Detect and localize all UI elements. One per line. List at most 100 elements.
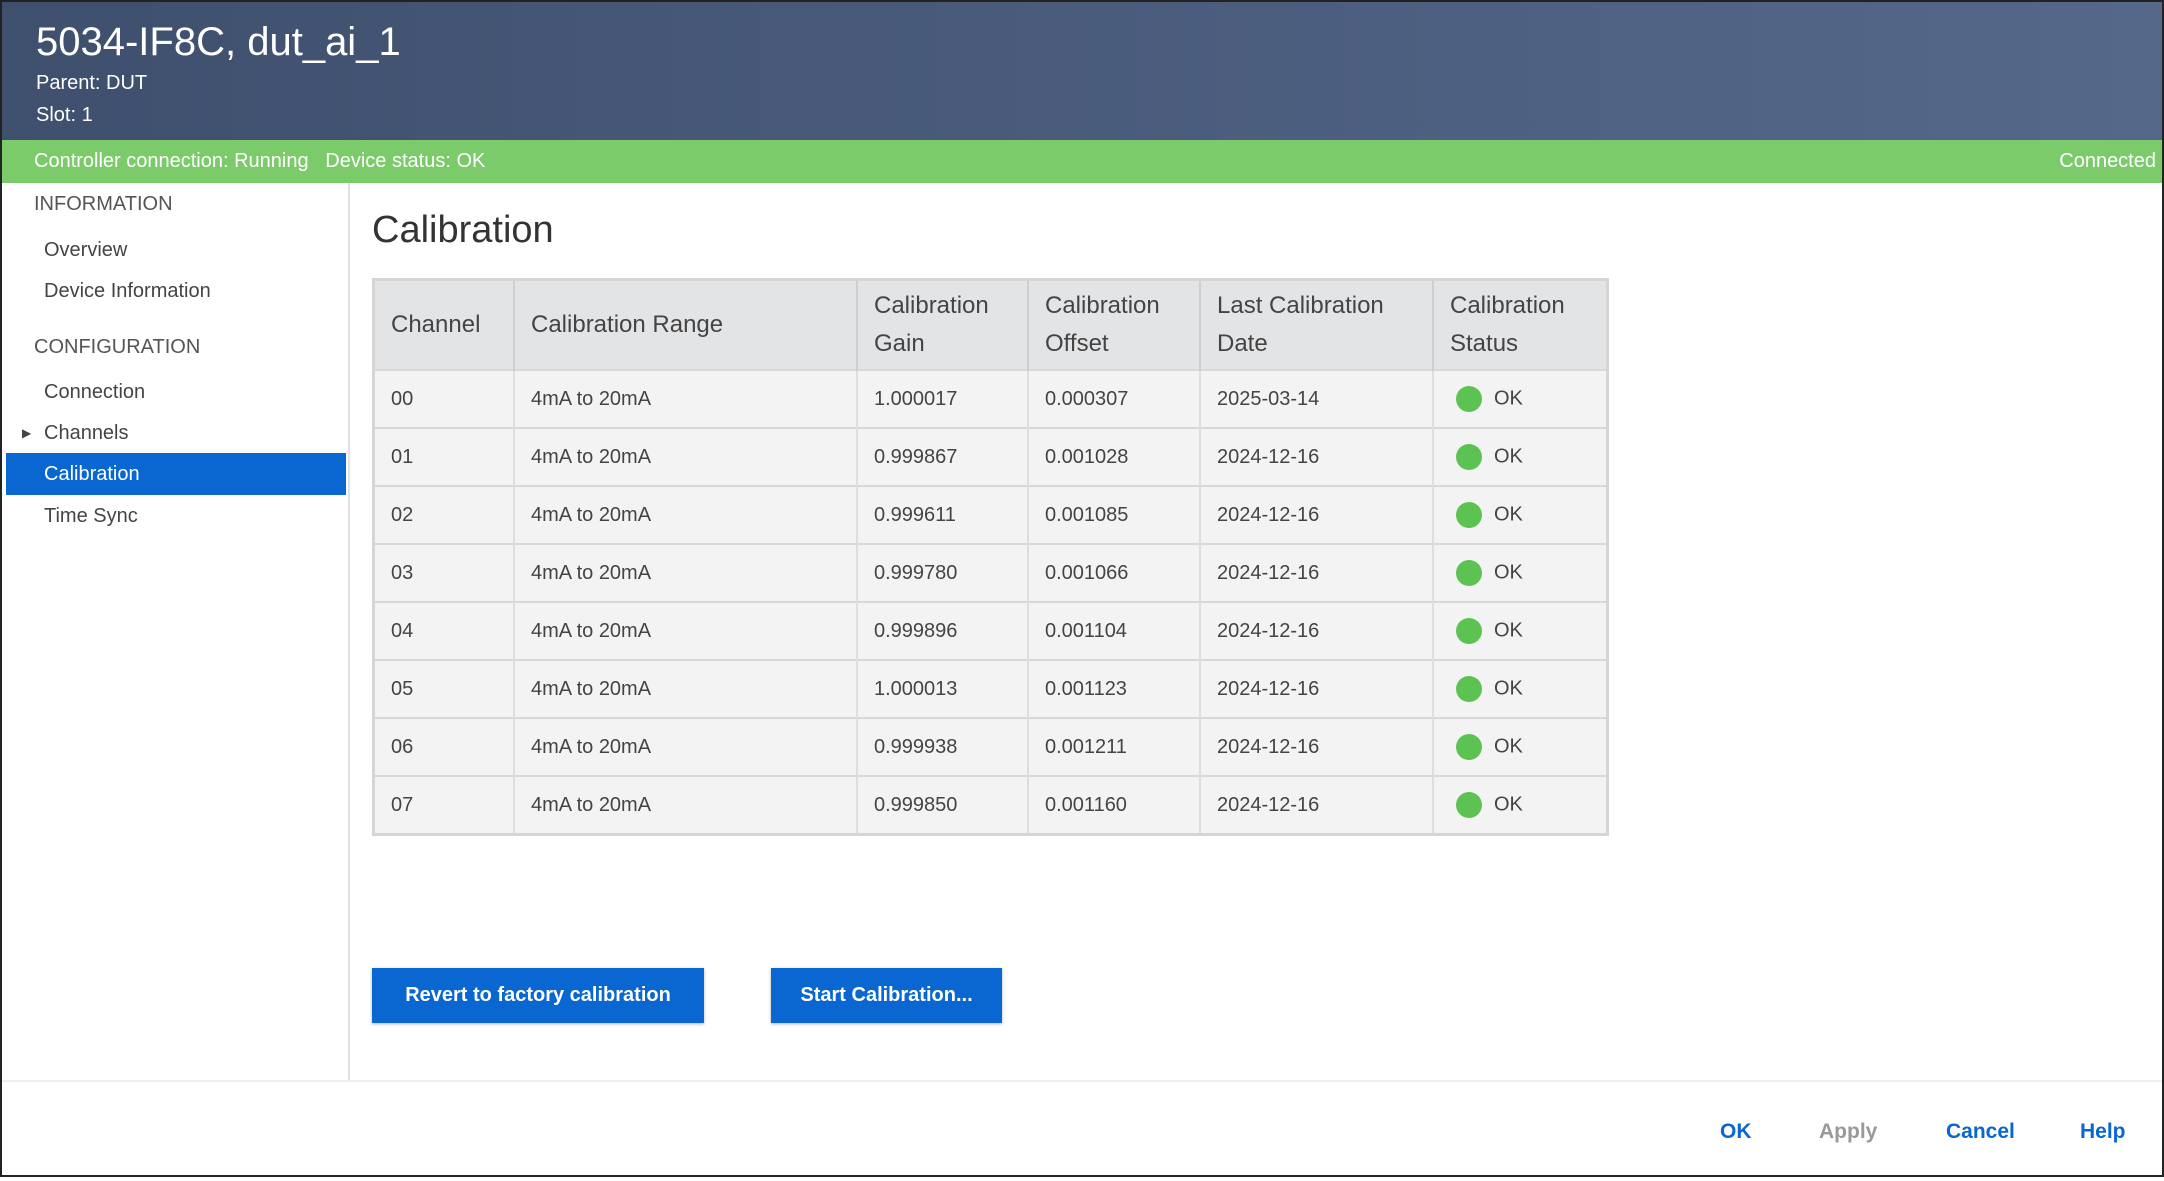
table-cell: OK [1433, 485, 1609, 544]
status-ok-icon [1456, 676, 1482, 702]
table-cell: 02 [373, 485, 515, 544]
connected-status: Connected [2059, 150, 2156, 172]
table-cell: 2024-12-16 [1200, 601, 1434, 660]
table-cell: 03 [373, 543, 515, 602]
sidebar-item-time-sync[interactable]: Time Sync [44, 505, 138, 527]
device-title: 5034-IF8C, dut_ai_1 [36, 20, 401, 64]
column-header: Channel [373, 279, 515, 370]
status-ok-icon [1456, 386, 1482, 412]
table-cell: 05 [373, 659, 515, 718]
table-row[interactable]: 02 4mA to 20mA 0.999611 0.001085 2024-12-16 O… [373, 485, 1609, 544]
revert-factory-calibration-button[interactable]: Revert to factory calibration [372, 968, 704, 1023]
connection-status: Controller connection: Running Device st… [34, 150, 486, 172]
table-cell: 0.001160 [1028, 775, 1201, 835]
table-cell: 4mA to 20mA [514, 369, 858, 428]
status-ok-icon [1456, 734, 1482, 760]
column-header: Last Calibration Date [1200, 279, 1434, 370]
table-cell: 0.999867 [857, 427, 1029, 486]
triangle-right-icon[interactable]: ▶ [22, 426, 32, 440]
status-text: OK [1494, 793, 1523, 816]
table-cell: OK [1433, 659, 1609, 718]
status-ok-icon [1456, 502, 1482, 528]
footer: OK Apply Cancel Help [2, 1080, 2162, 1181]
table-row[interactable]: 03 4mA to 20mA 0.999780 0.001066 2024-12-16 O… [373, 543, 1609, 602]
table-cell: 4mA to 20mA [514, 659, 858, 718]
section-information: INFORMATION [34, 193, 173, 215]
table-row[interactable]: 00 4mA to 20mA 1.000017 0.000307 2025-03-14 O… [373, 369, 1609, 428]
table-cell: 0.999850 [857, 775, 1029, 835]
calibration-table: Channel Calibration Range Calibration Gain… [372, 278, 1609, 836]
status-text: OK [1494, 561, 1523, 584]
table-cell: 0.001104 [1028, 601, 1201, 660]
table-cell: 2024-12-16 [1200, 775, 1434, 835]
table-cell: 2025-03-14 [1200, 369, 1434, 428]
cancel-button[interactable]: Cancel [1946, 1120, 2015, 1143]
column-header: Calibration Status [1433, 279, 1609, 370]
table-cell: OK [1433, 717, 1609, 776]
table-cell: 0.999611 [857, 485, 1029, 544]
table-row[interactable]: 04 4mA to 20mA 0.999896 0.001104 2024-12-16 O… [373, 601, 1609, 660]
status-text: OK [1494, 503, 1523, 526]
sidebar-item-label: Channels [44, 422, 129, 444]
table-cell: 2024-12-16 [1200, 485, 1434, 544]
table-cell: 4mA to 20mA [514, 485, 858, 544]
table-cell: 0.999938 [857, 717, 1029, 776]
help-button[interactable]: Help [2080, 1120, 2126, 1143]
table-cell: 2024-12-16 [1200, 659, 1434, 718]
table-cell: 1.000013 [857, 659, 1029, 718]
status-ok-icon [1456, 618, 1482, 644]
status-ok-icon [1456, 560, 1482, 586]
table-cell: OK [1433, 369, 1609, 428]
table-row[interactable]: 05 4mA to 20mA 1.000013 0.001123 2024-12-16 O… [373, 659, 1609, 718]
table-row[interactable]: 06 4mA to 20mA 0.999938 0.001211 2024-12-16 O… [373, 717, 1609, 776]
header: 5034-IF8C, dut_ai_1 Parent: DUT Slot: 1 [2, 2, 2162, 140]
page-title: Calibration [372, 209, 554, 251]
table-cell: 1.000017 [857, 369, 1029, 428]
table-cell: 2024-12-16 [1200, 543, 1434, 602]
table-cell: 4mA to 20mA [514, 775, 858, 835]
column-header: Calibration Gain [857, 279, 1029, 370]
table-cell: 01 [373, 427, 515, 486]
table-cell: 0.000307 [1028, 369, 1201, 428]
status-text: OK [1494, 445, 1523, 468]
status-text: OK [1494, 735, 1523, 758]
table-cell: OK [1433, 601, 1609, 660]
table-cell: 07 [373, 775, 515, 835]
table-cell: 0.001211 [1028, 717, 1201, 776]
parent-label: Parent: DUT [36, 72, 148, 94]
apply-button[interactable]: Apply [1819, 1120, 1878, 1143]
status-ok-icon [1456, 444, 1482, 470]
column-header: Calibration Range [514, 279, 858, 370]
sidebar-item-calibration[interactable]: Calibration [6, 453, 346, 495]
status-text: OK [1494, 387, 1523, 410]
section-configuration: CONFIGURATION [34, 336, 201, 358]
table-cell: 0.999896 [857, 601, 1029, 660]
ok-button[interactable]: OK [1720, 1120, 1752, 1143]
main-panel: Calibration Channel Calibration Range Cali… [350, 183, 2162, 1080]
table-row[interactable]: 07 4mA to 20mA 0.999850 0.001160 2024-12-16 O… [373, 775, 1609, 835]
table-cell: 2024-12-16 [1200, 427, 1434, 486]
table-cell: 0.001123 [1028, 659, 1201, 718]
table-cell: OK [1433, 775, 1609, 835]
table-cell: 04 [373, 601, 515, 660]
status-text: OK [1494, 619, 1523, 642]
table-cell: 2024-12-16 [1200, 717, 1434, 776]
table-cell: 0.001085 [1028, 485, 1201, 544]
sidebar-item-device-information[interactable]: Device Information [44, 280, 211, 302]
slot-label: Slot: 1 [36, 104, 93, 126]
table-cell: 00 [373, 369, 515, 428]
table-cell: 4mA to 20mA [514, 601, 858, 660]
status-text: OK [1494, 677, 1523, 700]
sidebar-item-connection[interactable]: Connection [44, 381, 146, 403]
table-cell: 4mA to 20mA [514, 427, 858, 486]
table-cell: 4mA to 20mA [514, 717, 858, 776]
table-cell: OK [1433, 543, 1609, 602]
start-calibration-button[interactable]: Start Calibration... [771, 968, 1002, 1023]
status-bar: Controller connection: Running Device st… [2, 140, 2162, 183]
sidebar-item-overview[interactable]: Overview [44, 239, 128, 261]
table-cell: 0.001066 [1028, 543, 1201, 602]
table-cell: OK [1433, 427, 1609, 486]
sidebar: INFORMATION Overview Device Information … [2, 183, 350, 1080]
table-row[interactable]: 01 4mA to 20mA 0.999867 0.001028 2024-12-16 O… [373, 427, 1609, 486]
sidebar-item-channels[interactable]: ▶ Channels [6, 412, 346, 454]
